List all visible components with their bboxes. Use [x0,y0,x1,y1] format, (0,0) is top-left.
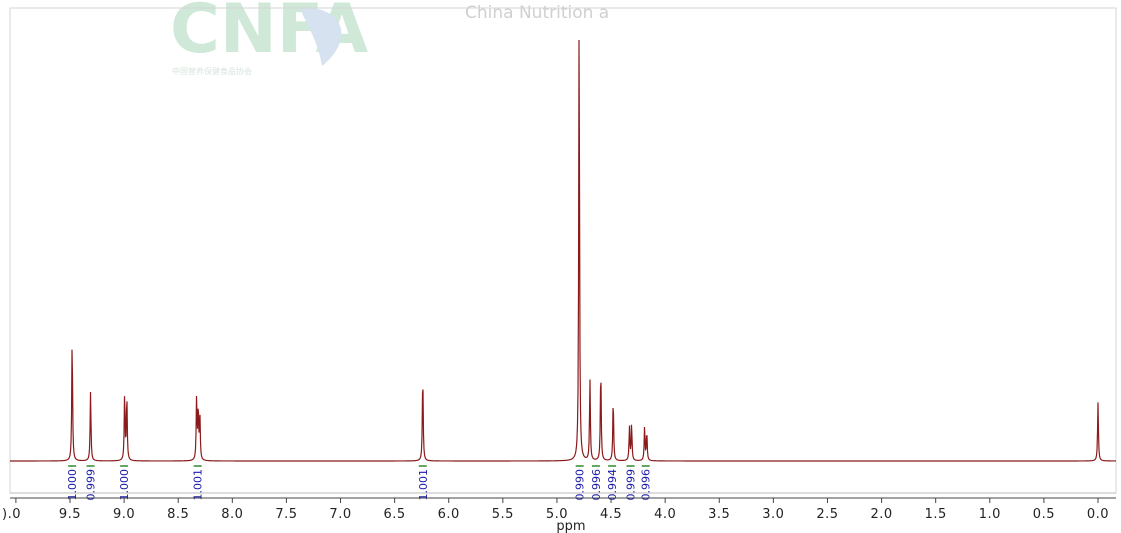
x-tick-label-3: 8.5 [167,507,189,522]
integration-2: 1.000 [118,465,131,501]
x-tick-label-1: 9.5 [59,507,81,522]
x-tick-label-11: 4.5 [600,507,622,522]
x-tick-label-0: ).0 [2,507,21,522]
x-tick-label-12: 4.0 [654,507,676,522]
peak-2 [123,392,126,395]
integration-label-0: 1.000 [66,469,79,501]
x-axis: ).0 9.5 9.0 8.5 8.0 7.5 7.0 6.5 6.0 5.5 5.0 4.5 4.0 3… [2,497,1116,522]
integration-6: 0.996 [590,465,603,501]
x-tick-label-2: 9.0 [113,507,135,522]
x-tick-label-19: 0.5 [1033,507,1055,522]
integration-7: 0.994 [606,465,619,501]
x-tick-label-7: 6.5 [384,507,406,522]
peak-0 [71,336,74,339]
peak-11 [612,396,615,399]
x-tick-label-8: 6.0 [438,507,460,522]
x-tick-label-10: 5.0 [546,507,568,522]
x-tick-label-13: 3.5 [708,507,730,522]
watermark-small-text: 中国营养保健食品协会 [172,66,252,76]
integration-labels: 1.000 0.999 1.000 1.001 1.001 0.990 0.996 0.994… [66,465,653,501]
integration-3: 1.001 [192,465,205,501]
integration-label-8: 0.999 [625,469,638,501]
plot-frame [9,7,1117,494]
watermark-tagline: China Nutrition a [465,3,609,23]
integration-label-4: 1.001 [417,469,430,501]
integration-1: 0.999 [85,465,98,501]
x-tick-label-6: 7.0 [329,507,351,522]
peak-15 [645,430,648,433]
integration-label-6: 0.996 [590,469,603,501]
integration-label-3: 1.001 [192,469,205,501]
x-tick-label-15: 2.5 [816,507,838,522]
integration-label-5: 0.990 [574,469,587,501]
integration-label-7: 0.994 [606,469,619,501]
watermark-leaf-icon [300,7,342,66]
x-tick-label-16: 2.0 [870,507,892,522]
x-tick-label-9: 5.5 [492,507,514,522]
integration-label-2: 1.000 [118,469,131,501]
x-tick-label-18: 1.0 [979,507,1001,522]
integration-4: 1.001 [417,465,430,501]
integration-9: 0.996 [640,465,653,501]
integration-5: 0.990 [574,465,587,501]
integration-label-1: 0.999 [85,469,98,501]
spectrum-line [10,39,1117,462]
x-axis-title: ppm [556,519,585,533]
watermark-logo: CNFA 中国营养保健食品协会 China Nutrition a [170,0,609,76]
integration-0: 1.000 [66,465,79,501]
peak-7 [421,372,424,375]
x-tick-label-5: 7.5 [275,507,297,522]
integration-label-9: 0.996 [640,469,653,501]
x-tick-label-4: 8.0 [221,507,243,522]
x-tick-label-20: 0.0 [1087,507,1109,522]
x-tick-label-14: 3.0 [762,507,784,522]
peak-3 [125,394,128,397]
x-tick-label-17: 1.5 [925,507,947,522]
peak-10 [599,365,602,368]
integration-8: 0.999 [625,465,638,501]
